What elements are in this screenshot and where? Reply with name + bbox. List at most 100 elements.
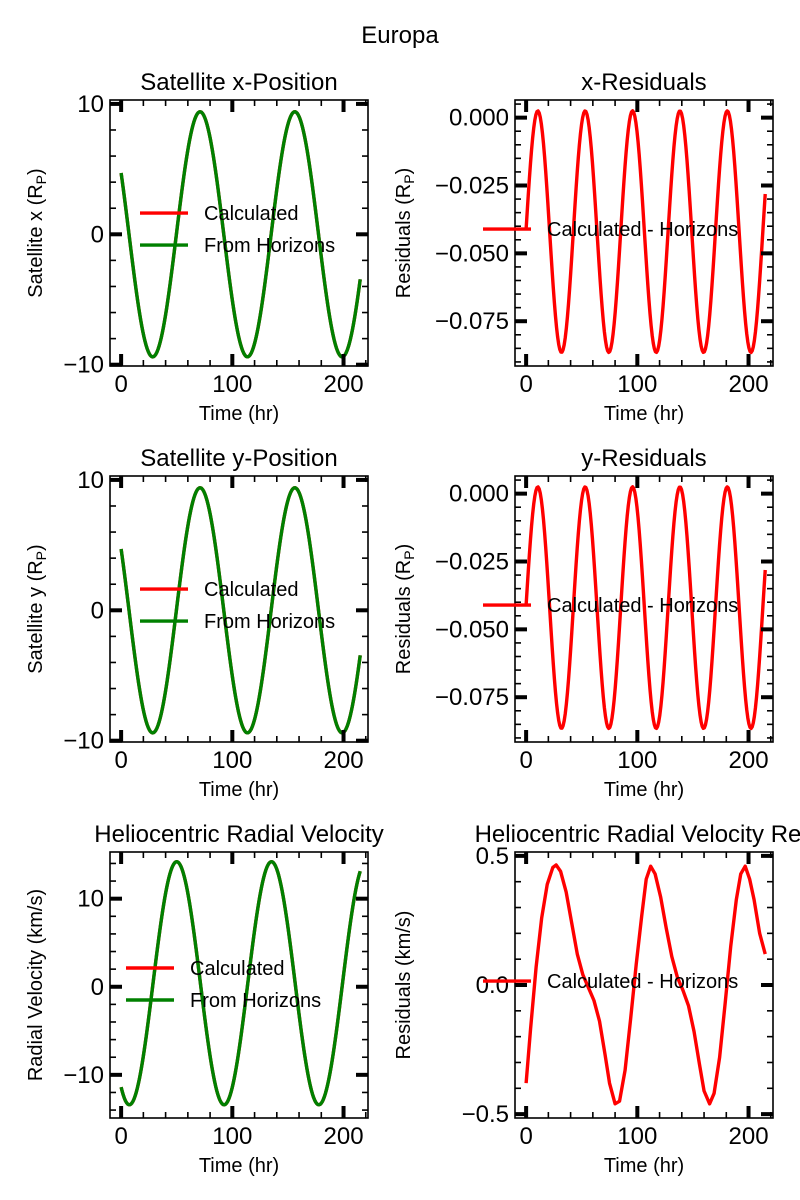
x-tick-label: 100 [617,371,657,398]
panel-6: Heliocentric Radial Velocity Res 0 100 200 −… [393,821,800,1177]
legend-label: Calculated [190,958,285,980]
y-tick-label: −0.075 [435,308,509,335]
major-ticks [110,100,368,367]
series-group [119,860,362,1107]
legend: Calculated - Horizons [483,219,738,241]
y-axis-label-end: ) [393,544,415,551]
legend: Calculated From Horizons [126,958,321,1012]
y-tick-label: 0.5 [476,843,509,870]
y-axis-label-subscript: P [33,551,49,560]
legend-label: From Horizons [204,235,335,257]
x-tick-label: 100 [212,1123,252,1150]
x-tick-label: 200 [729,371,769,398]
series-line-from-horizons [119,110,362,359]
y-axis-label-main: Satellite x (R [25,184,47,297]
x-tick-label: 0 [519,1123,532,1150]
minor-ticks [110,476,368,742]
figure-title: Europa [361,22,439,49]
y-tick-label: 0 [91,221,104,248]
panel-title: Heliocentric Radial Velocity Res [475,821,800,848]
y-axis-label-subscript: P [401,174,417,183]
x-tick-label: 200 [729,1123,769,1150]
legend-label: Calculated - Horizons [547,219,738,241]
y-tick-label: 10 [77,886,104,913]
y-axis-label-end: ) [25,168,47,175]
y-axis-label: Satellite x (RP) [25,168,49,297]
y-tick-label: −0.050 [435,616,509,643]
axes-frame [109,99,369,367]
x-tick-label: 200 [324,371,364,398]
x-tick-label: 0 [519,747,532,774]
x-tick-label: 100 [212,371,252,398]
y-tick-label: −0.025 [435,173,509,200]
y-axis-label-main: Residuals (R [393,560,415,674]
x-tick-label: 200 [324,1123,364,1150]
y-axis-label: Residuals (RP) [393,168,417,299]
y-axis-label-subscript: P [401,550,417,559]
x-tick-label: 100 [617,1123,657,1150]
series-group [524,485,767,731]
y-tick-label: −0.075 [435,684,509,711]
major-ticks [110,852,368,1118]
panel-3: Satellite y-Position 0 100 200 −10 0 10 Time (h… [25,445,369,801]
minor-ticks [110,100,368,366]
panel-title: Heliocentric Radial Velocity [94,821,383,848]
major-ticks [110,476,368,743]
y-tick-label: −0.5 [462,1101,509,1128]
x-tick-label: 0 [519,371,532,398]
y-axis-label-end: ) [25,544,47,551]
series-group [524,863,767,1106]
panel-title: x-Residuals [581,69,706,96]
y-axis-label-main: Radial Velocity (km/s) [25,889,47,1081]
x-tick-label: 100 [617,747,657,774]
y-axis-label: Residuals (RP) [393,544,417,675]
y-axis-label: Residuals (km/s) [393,911,415,1060]
legend: Calculated - Horizons [483,595,738,617]
axes-frame [514,475,774,743]
y-axis-label: Satellite y (RP) [25,544,49,673]
major-ticks [515,100,773,366]
x-tick-label: 100 [212,747,252,774]
series-group [119,486,362,735]
series-group [119,110,362,359]
y-tick-label: 0 [91,974,104,1001]
legend-label: From Horizons [190,990,321,1012]
x-tick-label: 0 [114,371,127,398]
major-ticks [515,476,773,742]
y-tick-label: −10 [63,352,104,379]
panel-2: x-Residuals 0 100 200 0.000 −0.025 −0.050 −0.07… [393,69,774,425]
x-axis-label: Time (hr) [604,1155,684,1177]
major-ticks [515,852,773,1118]
y-tick-label: 10 [77,91,104,118]
series-line-calculated [119,860,362,1107]
y-tick-label: 0 [91,597,104,624]
y-axis-label-main: Residuals (km/s) [393,911,415,1060]
axes-frame [514,99,774,367]
y-axis-label-main: Residuals (R [393,184,415,298]
series-line-calculated-horizons [524,485,767,731]
series-group [524,109,767,355]
series-line-from-horizons [119,486,362,735]
y-axis-label-main: Satellite y (R [25,560,47,673]
y-tick-label: 0.0 [476,972,509,999]
panel-title: y-Residuals [581,445,706,472]
x-tick-label: 200 [324,747,364,774]
x-axis-label: Time (hr) [604,779,684,801]
legend-label: Calculated - Horizons [547,595,738,617]
legend: Calculated From Horizons [140,203,335,257]
x-axis-label: Time (hr) [199,1155,279,1177]
panel-1: Satellite x-Position 0 100 200 −10 0 10 Time (h… [25,69,369,425]
x-axis-label: Time (hr) [199,779,279,801]
series-line-from-horizons [119,860,362,1107]
legend-label: Calculated - Horizons [547,971,738,993]
y-axis-label-subscript: P [33,175,49,184]
panel-title: Satellite y-Position [140,445,337,472]
legend: Calculated From Horizons [140,579,335,633]
y-tick-label: −10 [63,1062,104,1089]
x-tick-label: 0 [114,747,127,774]
y-tick-label: −0.050 [435,240,509,267]
x-axis-label: Time (hr) [604,403,684,425]
x-tick-label: 0 [114,1123,127,1150]
